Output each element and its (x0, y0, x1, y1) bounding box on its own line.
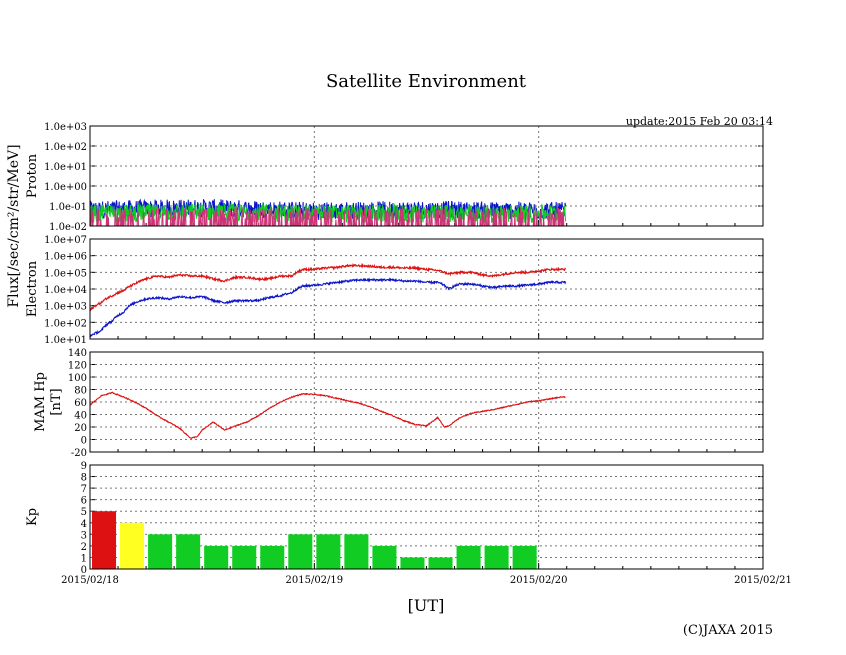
panel-frame (89, 464, 764, 570)
panel-frame (89, 238, 764, 340)
y-tick-label: -20 (71, 448, 87, 459)
y-tick-label: 1.0e+03 (44, 122, 87, 133)
series-line-electron-red (90, 262, 567, 312)
y-tick-label: 20 (74, 423, 87, 434)
chart-title: Satellite Environment (326, 71, 527, 92)
y-tick-label: 8 (81, 473, 87, 484)
y-tick-label: 1.0e+04 (44, 285, 87, 296)
y-tick-label: 40 (74, 411, 87, 422)
series-line-proton-magenta (90, 207, 566, 226)
y-tick-label: 80 (74, 386, 87, 397)
y-tick-label: 120 (68, 361, 87, 372)
y-tick-label: 0 (81, 436, 87, 447)
y-axis-label: MAM Hp (33, 372, 48, 432)
y-tick-label: 1.0e+07 (44, 235, 87, 246)
flux-axis-label: Flux[/sec/cm²/str/MeV] (6, 144, 22, 307)
y-tick-label: 1.0e+05 (44, 268, 87, 279)
y-tick-label: 1.0e-02 (49, 222, 87, 233)
y-axis-label: Proton (25, 153, 40, 198)
kp-bar (512, 545, 537, 569)
y-tick-label: 1.0e+01 (44, 162, 87, 173)
panel-frame (89, 351, 764, 453)
y-tick-label: 4 (81, 519, 87, 530)
series-line-electron-blue (90, 277, 567, 339)
y-tick-label: 0 (81, 565, 87, 576)
panel-electron: 1.0e+01 1.0e+02 1.0e+03 1.0e+04 1.0e+05 1.0e+… (25, 235, 764, 346)
y-tick-label: 60 (74, 398, 87, 409)
y-tick-label: 1.0e+03 (44, 302, 87, 313)
kp-bar (372, 545, 397, 569)
kp-bar (120, 522, 145, 569)
y-tick-label: 1.0e-01 (49, 202, 87, 213)
kp-bar (428, 557, 453, 569)
y-tick-label: 1 (81, 553, 87, 564)
panels-group: 1.0e-021.0e-011.0e+001.0e+011.0e+021.0e+… (25, 122, 792, 586)
x-tick-label: 2015/02/21 (734, 575, 792, 586)
x-tick-label: 2015/02/19 (286, 575, 344, 586)
y-tick-label: 140 (68, 348, 87, 359)
panel-proton: 1.0e-02 1.0e-01 1.0e+00 1.0e+01 1.0e+02 1.0e+… (25, 122, 764, 233)
kp-bar (260, 545, 285, 569)
kp-bar (232, 545, 257, 569)
x-tick-label: 2015/02/18 (61, 575, 119, 586)
series-line-mam-red (90, 391, 566, 439)
y-tick-label: 6 (81, 496, 87, 507)
kp-bar (400, 557, 425, 569)
y-tick-label: 3 (81, 530, 87, 541)
y-tick-label: 1.0e+02 (44, 142, 87, 153)
y-tick-label: 9 (81, 461, 87, 472)
y-tick-label: 5 (81, 507, 87, 518)
kp-bar (148, 534, 173, 569)
kp-bar (316, 534, 341, 569)
kp-bar (92, 511, 117, 569)
y-tick-label: 7 (81, 484, 87, 495)
panel-frame (89, 125, 764, 227)
kp-bar (344, 534, 369, 569)
kp-bar (288, 534, 313, 569)
y-tick-label: 100 (68, 373, 87, 384)
kp-bar (176, 534, 201, 569)
y-axis-label: Kp (25, 508, 40, 526)
y-tick-label: 1.0e+01 (44, 335, 87, 346)
kp-bar (484, 545, 509, 569)
y-tick-label: 1.0e+02 (44, 318, 87, 329)
kp-bar (204, 545, 229, 569)
x-axis-label: [UT] (408, 596, 445, 615)
kp-bar (456, 545, 481, 569)
copyright-label: (C)JAXA 2015 (683, 623, 773, 638)
y-axis-label: Electron (25, 260, 40, 317)
y-tick-label: 1.0e+00 (44, 182, 87, 193)
update-timestamp: update:2015 Feb 20 03:14 (626, 115, 773, 128)
x-tick-label: 2015/02/20 (510, 575, 568, 586)
y-tick-label: 2 (81, 542, 87, 553)
y-tick-label: 1.0e+06 (44, 252, 87, 263)
y-axis-unit-label: [nT] (49, 388, 64, 415)
